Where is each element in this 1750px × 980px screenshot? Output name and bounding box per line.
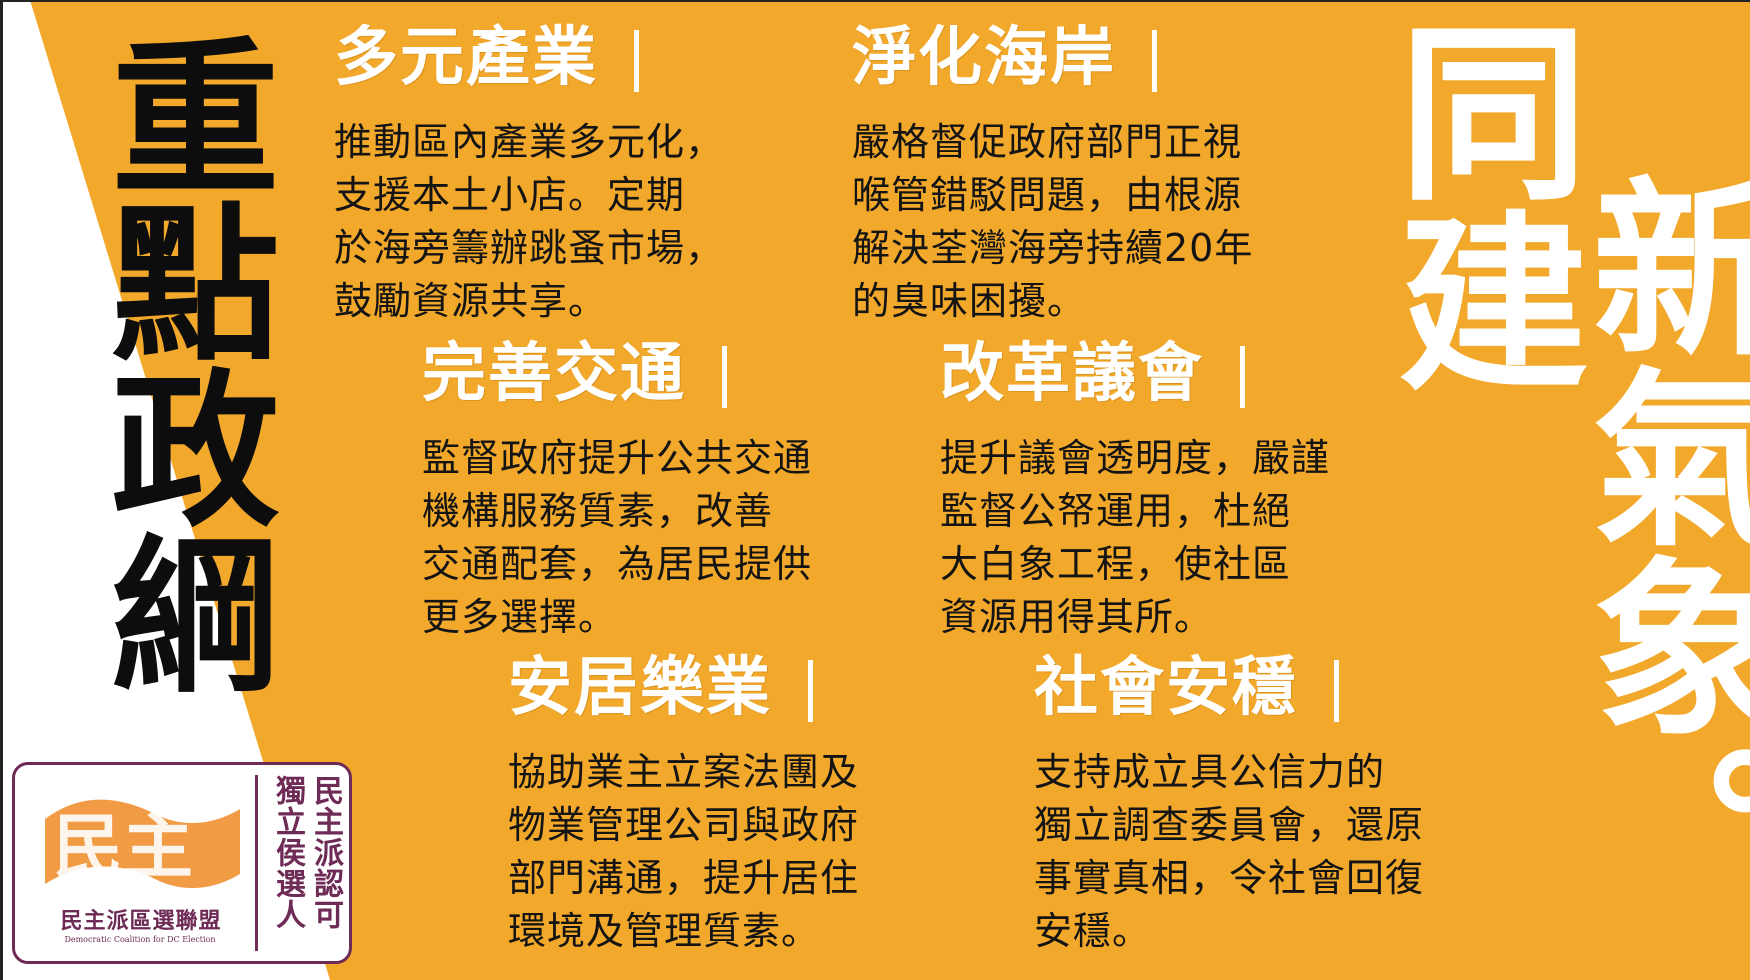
body-line: 監督公帑運用，杜絕: [940, 489, 1292, 533]
section-title: 社會安穩: [1034, 651, 1298, 725]
section-stable-living: 安居樂業 協助業主立案法團及 物業管理公司與政府 部門溝通，提升居住 環境及管理…: [508, 648, 859, 958]
endorsement-logo: 民主 民主派區選聯盟 Democratic Coalition for DC E…: [12, 762, 352, 964]
white-diagonal-band: [0, 0, 330, 980]
body-line: 機構服務質素，改善: [422, 489, 774, 533]
body-line: 於海旁籌辦跳蚤市場，: [334, 226, 725, 270]
title-divider: [634, 30, 639, 92]
section-title: 多元產業: [334, 21, 598, 95]
body-line: 安穩。: [1034, 909, 1152, 953]
body-line: 鼓勵資源共享。: [334, 279, 608, 323]
section-body: 推動區內產業多元化， 支援本土小店。定期 於海旁籌辦跳蚤市場， 鼓勵資源共享。: [334, 116, 724, 328]
section-clean-coast: 淨化海岸 嚴格督促政府部門正視 喉管錯駁問題，由根源 解決荃灣海旁持續20年 的…: [852, 18, 1253, 328]
body-line: 支持成立具公信力的: [1034, 750, 1386, 794]
logo-mark-text: 民主: [53, 806, 193, 888]
body-line: 交通配套，為居民提供: [422, 542, 813, 586]
body-line: 資源用得其所。: [940, 595, 1214, 639]
body-line: 喉管錯駁問題，由根源: [852, 173, 1243, 217]
title-divider: [722, 346, 727, 408]
body-line: 提升議會透明度，嚴謹: [940, 436, 1331, 480]
section-improve-transport: 完善交通 監督政府提升公共交通 機構服務質素，改善 交通配套，為居民提供 更多選…: [422, 334, 812, 644]
body-line: 協助業主立案法團及: [508, 750, 860, 794]
title-divider: [1334, 660, 1339, 722]
slogan-line-2: 新氣象。: [1560, 170, 1750, 930]
section-body: 協助業主立案法團及 物業管理公司與政府 部門溝通，提升居住 環境及管理質素。: [508, 746, 859, 958]
frame-edge-top: [0, 0, 1750, 2]
title-divider: [808, 660, 813, 722]
section-title: 淨化海岸: [852, 21, 1116, 95]
section-body: 嚴格督促政府部門正視 喉管錯駁問題，由根源 解決荃灣海旁持續20年 的臭味困擾。: [852, 116, 1253, 328]
section-council-reform: 改革議會 提升議會透明度，嚴謹 監督公帑運用，杜絕 大白象工程，使社區 資源用得…: [940, 334, 1330, 644]
endorsement-text-1: 民主派認可: [308, 775, 343, 930]
body-line: 嚴格督促政府部門正視: [852, 120, 1243, 164]
policy-heading: 重點政綱: [83, 30, 279, 694]
title-divider: [1152, 30, 1157, 92]
flag-logo-icon: 民主: [45, 799, 240, 889]
body-line: 獨立調查委員會，還原: [1034, 803, 1425, 847]
section-title: 完善交通: [422, 337, 686, 411]
frame-edge-left: [0, 0, 3, 980]
endorsement-text-2: 獨立侯選人: [270, 775, 305, 930]
body-line: 更多選擇。: [422, 595, 618, 639]
body-line: 大白象工程，使社區: [940, 542, 1292, 586]
title-divider: [1240, 346, 1245, 408]
section-body: 提升議會透明度，嚴謹 監督公帑運用，杜絕 大白象工程，使社區 資源用得其所。: [940, 432, 1330, 644]
section-title: 改革議會: [940, 337, 1204, 411]
org-name-english: Democratic Coalition for DC Election: [64, 935, 216, 944]
body-line: 環境及管理質素。: [508, 909, 821, 953]
section-title: 安居樂業: [508, 651, 772, 725]
section-body: 支持成立具公信力的 獨立調查委員會，還原 事實真相，令社會回復 安穩。: [1034, 746, 1424, 958]
section-social-stability: 社會安穩 支持成立具公信力的 獨立調查委員會，還原 事實真相，令社會回復 安穩。: [1034, 648, 1424, 958]
body-line: 物業管理公司與政府: [508, 803, 860, 847]
logo-divider: [255, 775, 258, 951]
body-line: 的臭味困擾。: [852, 279, 1087, 323]
org-name: 民主派區選聯盟: [60, 908, 222, 934]
section-diverse-industry: 多元產業 推動區內產業多元化， 支援本土小店。定期 於海旁籌辦跳蚤市場， 鼓勵資…: [334, 18, 724, 328]
body-line: 支援本土小店。定期: [334, 173, 686, 217]
slogan-line-1: 同建: [1366, 14, 1587, 394]
body-line: 監督政府提升公共交通: [422, 436, 813, 480]
body-line: 事實真相，令社會回復: [1034, 856, 1425, 900]
body-line: 解決荃灣海旁持續20年: [852, 226, 1254, 270]
section-body: 監督政府提升公共交通 機構服務質素，改善 交通配套，為居民提供 更多選擇。: [422, 432, 812, 644]
body-line: 推動區內產業多元化，: [334, 120, 725, 164]
body-line: 部門溝通，提升居住: [508, 856, 860, 900]
